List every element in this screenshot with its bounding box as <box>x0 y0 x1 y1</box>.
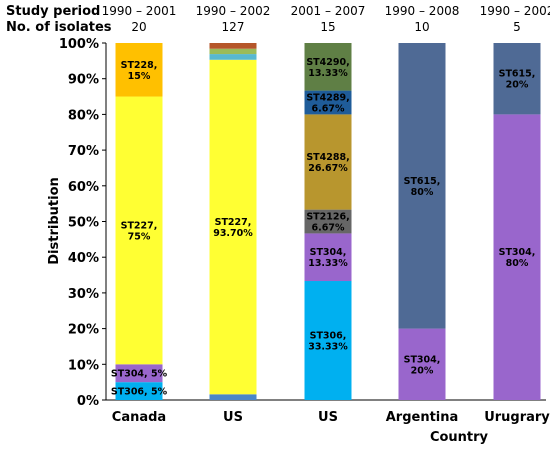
bar-segment <box>115 43 163 97</box>
category-label: Canada <box>112 410 166 425</box>
category-labels: Canada US US Argentina Urugrary <box>112 410 550 425</box>
category-label: US <box>223 410 243 425</box>
segment-data-label: ST227, <box>121 220 158 231</box>
bar-segment <box>304 281 352 400</box>
segment-data-label: 13.33% <box>308 68 348 79</box>
bar-segment <box>493 43 541 115</box>
segment-data-label: 26.67% <box>308 163 348 174</box>
segment-data-label: 20% <box>506 80 529 91</box>
segment-data-label: ST304, <box>404 354 441 365</box>
y-tick-label: 20% <box>68 323 99 338</box>
bars-group: ST306, 5%ST304, 5%ST227,75%ST228,15%ST22… <box>111 43 541 401</box>
study-period-value: 1990 – 2008 <box>385 4 460 18</box>
study-period-value: 1990 – 2002 <box>196 4 271 18</box>
y-tick-label: 40% <box>68 251 99 266</box>
bar-segment <box>304 233 352 282</box>
isolates-value: 127 <box>222 20 245 34</box>
segment-data-label: ST306, 5% <box>111 387 168 398</box>
segment-data-label: 20% <box>411 365 434 376</box>
segment-data-label: ST615, <box>499 69 536 80</box>
bar-segment <box>209 48 257 55</box>
y-tick-label: 0% <box>77 394 99 409</box>
bar-segment <box>115 96 163 365</box>
category-label: US <box>318 410 338 425</box>
category-label: Urugrary <box>484 410 550 425</box>
bar-segment <box>398 328 446 400</box>
y-tick-label: 30% <box>68 287 99 302</box>
x-axis-title: Country <box>430 430 489 445</box>
y-tick-label: 80% <box>68 108 99 123</box>
bar-segment <box>304 114 352 210</box>
segment-data-label: ST306, <box>310 331 347 342</box>
isolates-value: 5 <box>513 20 521 34</box>
isolates-header: No. of isolates <box>6 20 112 35</box>
bar-headers: 1990 – 2001 20 1990 – 2002 127 2001 – 2007 15… <box>102 4 550 34</box>
bar-segment <box>493 114 541 401</box>
segment-data-label: 13.33% <box>308 258 348 269</box>
bar-segment <box>398 43 446 329</box>
bar-segment <box>209 59 257 395</box>
y-tick-label: 10% <box>68 358 99 373</box>
segment-data-label: ST4289, <box>306 92 349 103</box>
segment-data-label: 75% <box>128 231 151 242</box>
bar-segment <box>304 209 352 234</box>
segment-data-label: 80% <box>411 187 434 198</box>
segment-data-label: 6.67% <box>312 103 345 114</box>
y-tick-label: 50% <box>68 216 99 231</box>
segment-data-label: 93.70% <box>213 228 253 239</box>
bar-segment <box>209 394 257 400</box>
y-tick-label: 70% <box>68 144 99 159</box>
segment-data-label: ST304, <box>499 247 536 258</box>
bar-segment <box>209 54 257 60</box>
bar-segment <box>115 364 163 383</box>
y-tick-label: 100% <box>59 37 99 52</box>
isolates-value: 20 <box>131 20 146 34</box>
study-period-value: 2001 – 2007 <box>291 4 366 18</box>
category-label: Argentina <box>386 410 459 425</box>
segment-data-label: 80% <box>506 258 529 269</box>
segment-data-label: 15% <box>128 71 151 82</box>
y-tick-label: 60% <box>68 180 99 195</box>
study-period-header: Study period <box>6 4 100 19</box>
segment-data-label: ST228, <box>121 60 158 71</box>
bar-segment <box>304 43 352 91</box>
segment-data-label: 6.67% <box>312 223 345 234</box>
bar-segment <box>115 382 163 400</box>
segment-data-label: ST4290, <box>306 57 349 68</box>
isolates-value: 10 <box>414 20 429 34</box>
segment-data-label: ST227, <box>215 217 252 228</box>
segment-data-label: ST2126, <box>306 212 349 223</box>
segment-data-label: ST304, <box>310 247 347 258</box>
segment-data-label: ST615, <box>404 176 441 187</box>
y-tick-group: 0% 10% 20% 30% 40% 50% 60% 70% 80% 90% 100% <box>59 37 106 409</box>
isolates-value: 15 <box>320 20 335 34</box>
study-period-value: 1990 – 2002 <box>480 4 550 18</box>
bar-segment <box>209 43 257 49</box>
study-period-value: 1990 – 2001 <box>102 4 177 18</box>
y-axis-title: Distribution <box>47 177 62 264</box>
y-tick-label: 90% <box>68 73 99 88</box>
segment-data-label: 33.33% <box>308 342 348 353</box>
bar-segment <box>304 90 352 115</box>
segment-data-label: ST304, 5% <box>111 369 168 380</box>
segment-data-label: ST4288, <box>306 152 349 163</box>
